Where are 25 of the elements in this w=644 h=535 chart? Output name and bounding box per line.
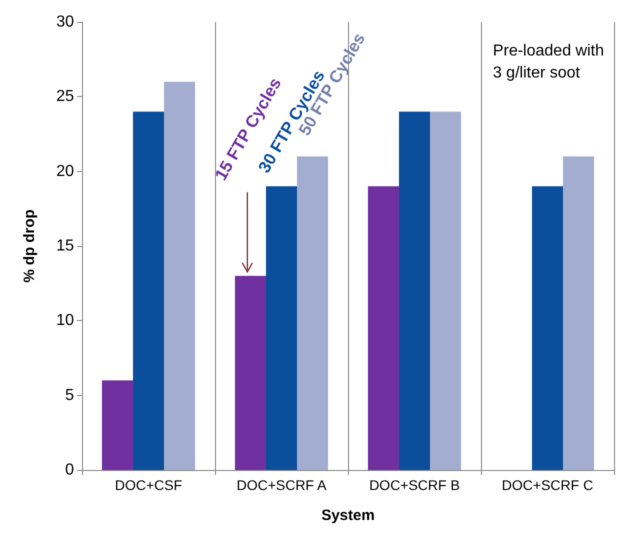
x-axis-title: System — [321, 507, 375, 524]
bar — [102, 380, 133, 470]
y-tick-label: 25 — [56, 88, 74, 106]
x-tick-label: DOC+SCRF C — [502, 477, 594, 493]
x-tick-label: DOC+SCRF B — [369, 477, 460, 493]
x-tick-label: DOC+SCRF A — [236, 477, 328, 493]
y-tick-label: 5 — [65, 386, 74, 404]
bar — [430, 112, 462, 470]
bar — [398, 112, 430, 470]
y-tick-label: 10 — [56, 312, 74, 330]
bar — [532, 186, 564, 470]
x-tick-label: DOC+CSF — [114, 477, 182, 493]
bar — [297, 156, 328, 470]
bar — [563, 156, 594, 470]
y-tick-label: 30 — [56, 14, 74, 30]
bar — [234, 276, 266, 470]
bar — [266, 186, 298, 470]
bar — [132, 112, 164, 470]
bar — [164, 82, 196, 470]
y-axis-title: % dp drop — [21, 209, 38, 283]
annotation: Pre-loaded with 3 g/liter soot — [492, 42, 604, 82]
bar — [368, 186, 399, 470]
y-tick-label: 20 — [56, 162, 74, 180]
y-tick-label: 15 — [56, 238, 74, 254]
y-tick-label: 0 — [65, 462, 74, 478]
